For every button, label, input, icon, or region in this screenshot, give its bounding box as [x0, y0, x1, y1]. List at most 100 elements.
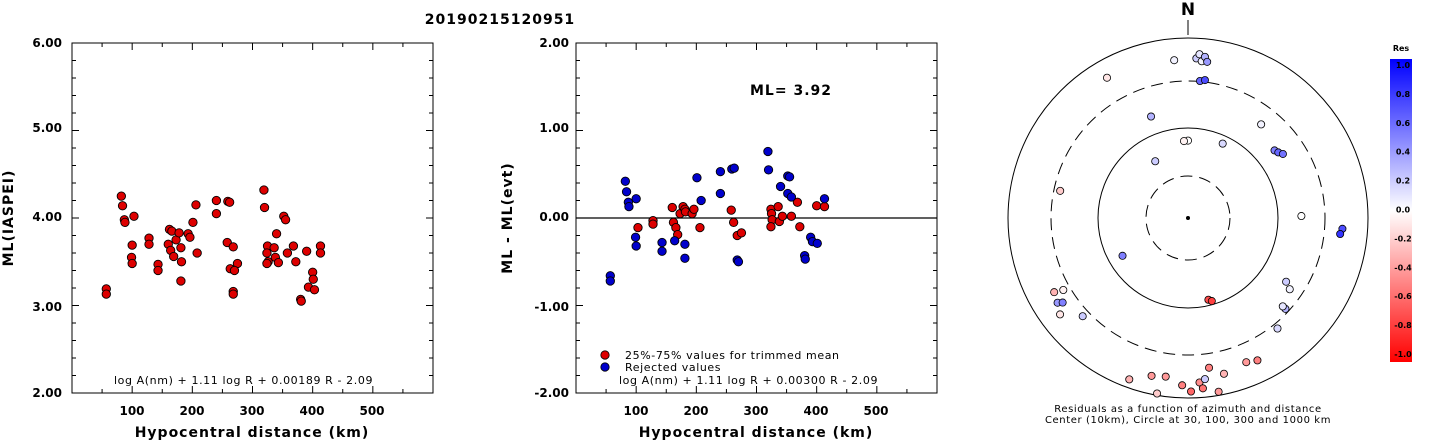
- plot2-point-series0: [667, 202, 677, 213]
- plot1-x-tick-labels: 100 200 300 400 500: [119, 404, 384, 418]
- polar-station-point: [1059, 285, 1068, 294]
- plot2-point-series0: [633, 222, 643, 233]
- plot2-point-series1: [670, 236, 680, 246]
- plot1-point-series0: [269, 243, 279, 253]
- plot1-point-series0: [301, 246, 312, 256]
- polar-station-point: [1207, 297, 1216, 306]
- plot2-point-series1: [819, 194, 830, 204]
- plot2-ytick-label: 0.00: [539, 210, 569, 224]
- plot1-point-series0: [259, 202, 270, 213]
- panel-ml-iaspei: 2.00 3.00 4.00 5.00 6.00 100 200 300 400…: [1, 36, 434, 441]
- plot1-point-series0: [153, 265, 163, 276]
- plot1-point-series0: [271, 229, 282, 239]
- figure-title: 20190215120951: [425, 12, 575, 28]
- polar-station-point: [1273, 324, 1282, 333]
- polar-station-point: [1170, 56, 1179, 65]
- polar-station-point: [1200, 375, 1209, 384]
- north-label: N: [1181, 0, 1195, 20]
- plot1-point-series0: [291, 257, 301, 267]
- plot1-point-series0: [259, 185, 269, 195]
- plot2-point-series1: [715, 188, 726, 199]
- plot1-xtick-label: 400: [299, 404, 324, 418]
- plot1-point-series0: [262, 248, 272, 258]
- plot2-point-series0: [689, 204, 699, 214]
- plot2-y-axis-label: ML - ML(evt): [500, 162, 516, 273]
- plot1-y-axis-label: ML(IASPEI): [1, 170, 17, 267]
- colorbar-tick-label: 1.0: [1396, 61, 1411, 70]
- plot2-point-series1: [733, 257, 744, 267]
- plot2-point-series1: [784, 172, 795, 182]
- plot1-point-series0: [211, 195, 222, 206]
- plot1-xtick-label: 500: [359, 404, 384, 418]
- plot1-point-series0: [308, 274, 318, 284]
- plot2-point-series0: [819, 201, 830, 212]
- polar-station-point: [1205, 363, 1214, 372]
- plot2-point-series0: [726, 205, 736, 215]
- plot2-point-series1: [605, 276, 615, 286]
- plot2-point-series1: [786, 192, 797, 202]
- legend-marker-rejected: [600, 362, 610, 372]
- plot1-point-series0: [229, 265, 240, 276]
- plot2-y-tick-labels: -2.00 -1.00 0.00 1.00 2.00: [534, 36, 569, 400]
- plot2-point-series1: [630, 232, 641, 242]
- plot2-legend: 25%-75% values for trimmed mean Rejected…: [600, 349, 840, 374]
- plot1-point-series0: [117, 201, 128, 211]
- plot2-ticks: [575, 42, 938, 394]
- polar-station-point: [1056, 310, 1065, 319]
- plot2-point-series0: [695, 222, 705, 233]
- plot2-xtick-label: 100: [623, 404, 648, 418]
- plot1-point-series0: [144, 239, 154, 249]
- plot1-point-series0: [116, 191, 126, 201]
- plot2-point-series1: [621, 187, 632, 197]
- polar-station-point: [1147, 371, 1156, 380]
- legend-label-trimmed: 25%-75% values for trimmed mean: [625, 349, 840, 362]
- plot1-xtick-label: 100: [119, 404, 144, 418]
- plot1-point-series0: [127, 240, 137, 250]
- plot2-x-tick-labels: 100 200 300 400 500: [623, 404, 888, 418]
- plot2-point-series0: [786, 211, 797, 221]
- polar-station-point: [1078, 312, 1087, 321]
- plot1-point-series0: [282, 248, 293, 258]
- plot1-ytick-label: 6.00: [32, 36, 62, 50]
- polar-station-point: [1214, 387, 1223, 396]
- plot2-points: [605, 146, 830, 286]
- plot2-ytick-label: -1.00: [534, 300, 569, 314]
- plot2-point-series1: [812, 238, 822, 249]
- panel-azimuth-polar: N Residuals as a function of azimuth and…: [1007, 0, 1412, 426]
- plot1-point-series0: [176, 257, 187, 267]
- ml-value-annotation: ML= 3.92: [750, 83, 832, 99]
- plot1-point-series0: [188, 217, 198, 228]
- plot2-point-series0: [773, 201, 783, 212]
- circle-300km: [1050, 80, 1326, 356]
- plot1-point-series0: [174, 228, 184, 238]
- plot1-point-series0: [176, 243, 186, 253]
- polar-station-point: [1050, 288, 1059, 297]
- plot2-point-series0: [812, 201, 822, 211]
- plot2-point-series1: [775, 181, 786, 192]
- plot1-point-series0: [309, 285, 320, 295]
- plot2-point-series1: [729, 163, 739, 173]
- plot2-point-series1: [763, 165, 774, 175]
- polar-station-point: [1278, 149, 1287, 158]
- legend-marker-trimmed: [600, 350, 610, 360]
- plot1-x-axis-label: Hypocentral distance (km): [135, 425, 370, 441]
- plot2-point-series1: [657, 246, 667, 256]
- plot1-ytick-label: 2.00: [32, 386, 62, 400]
- plot2-point-series0: [795, 222, 805, 232]
- plot2-ytick-label: -2.00: [534, 386, 569, 400]
- polar-station-point: [1153, 389, 1162, 398]
- plot2-point-series1: [631, 241, 641, 251]
- polar-station-point: [1200, 76, 1209, 85]
- plot2-point-series1: [631, 194, 641, 204]
- colorbar-title: Res: [1393, 44, 1410, 53]
- polar-station-point: [1151, 157, 1160, 166]
- polar-station-point: [1179, 137, 1188, 146]
- plot2-point-series0: [648, 219, 658, 229]
- plot1-ytick-label: 5.00: [32, 121, 62, 135]
- polar-station-point: [1187, 387, 1196, 396]
- plot1-point-series0: [185, 232, 195, 242]
- colorbar-tick-label: 0.4: [1396, 148, 1411, 157]
- panel-ml-residual: -2.00 -1.00 0.00 1.00 2.00 100 200 300 4…: [500, 36, 938, 441]
- plot2-point-series1: [763, 146, 773, 157]
